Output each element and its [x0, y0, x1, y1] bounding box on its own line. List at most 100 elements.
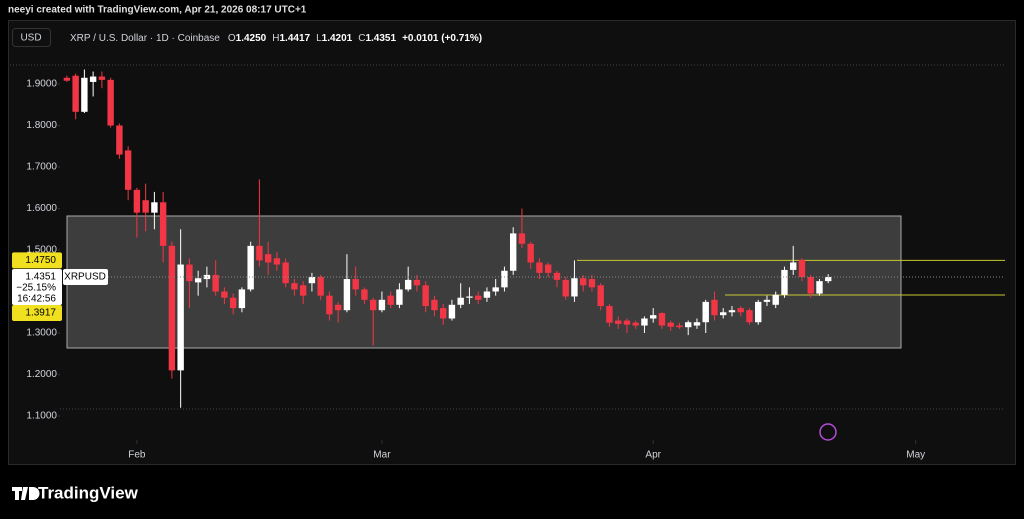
candle-body — [221, 291, 228, 298]
candle-body — [667, 322, 674, 327]
currency: USD — [20, 33, 41, 44]
candle-body — [334, 304, 342, 311]
candle-body — [483, 291, 491, 298]
countdown: 16:42:56 — [17, 294, 56, 305]
candle-body — [89, 76, 97, 82]
candle-body — [641, 318, 648, 326]
candle-body — [317, 276, 324, 296]
candle-body — [685, 322, 692, 328]
candle-body — [343, 279, 351, 311]
candle-body — [562, 279, 569, 297]
candle-body — [676, 325, 683, 328]
candle-body — [299, 285, 307, 296]
candle-body — [518, 233, 526, 244]
candle-body — [623, 320, 631, 325]
x-tick-label: Feb — [128, 450, 146, 461]
candle-body — [474, 295, 482, 300]
candle-body — [404, 279, 412, 290]
candle-body — [194, 278, 202, 283]
candle-body — [439, 308, 447, 319]
currency-box — [12, 28, 51, 47]
candle-body — [711, 299, 718, 316]
candle-body — [772, 294, 779, 305]
change: +0.0101 (+0.71%) — [402, 33, 482, 44]
level-tag: 1.3917 — [25, 308, 56, 319]
y-tick-label: 1.2000 — [26, 369, 57, 380]
candle-body — [606, 306, 613, 323]
x-tick-label: Mar — [373, 450, 391, 461]
candle-body — [448, 304, 456, 319]
candle-body — [142, 200, 149, 213]
candle-body — [728, 310, 736, 313]
candle-body — [168, 245, 176, 371]
candle-body — [361, 289, 368, 300]
candle-body — [308, 276, 316, 284]
candle-body — [422, 285, 429, 307]
candle-body — [72, 75, 79, 112]
x-tick-label: May — [906, 450, 925, 461]
candle-body — [151, 202, 158, 213]
candle-body — [282, 262, 289, 284]
candle-body — [781, 269, 788, 295]
candle-body — [737, 308, 744, 313]
candle-body — [807, 276, 814, 294]
candle-body — [369, 299, 377, 311]
candle-body — [597, 285, 604, 307]
candle-body — [816, 281, 823, 294]
candle-body — [755, 301, 762, 323]
candle-body — [553, 272, 561, 280]
candle-body — [501, 270, 508, 288]
ohlc-label: O — [228, 33, 236, 44]
credit: neeyi created with TradingView.com, Apr … — [8, 5, 307, 16]
plot: 1.10001.20001.30001.40001.50001.60001.70… — [10, 64, 1005, 461]
brand: TradingView — [38, 483, 139, 502]
y-tick-label: 1.8000 — [26, 120, 57, 131]
candle-body — [177, 264, 184, 371]
legend-text: XRP / U.S. Dollar · 1D · Coinbase O1.4250… — [70, 33, 482, 44]
candle-body — [98, 76, 106, 80]
candle-body — [632, 322, 639, 326]
price-tag: 1.4351 — [25, 272, 56, 283]
price-change: −25.15% — [16, 283, 56, 294]
candle-body — [238, 289, 246, 309]
candle-body — [658, 313, 666, 326]
logo-mark — [12, 487, 40, 500]
candle-body — [466, 296, 473, 298]
candle-body — [536, 262, 543, 273]
level-tag: 1.4750 — [25, 255, 56, 266]
ohlc-label: C — [358, 33, 365, 44]
candle-body — [571, 278, 578, 297]
candle-body — [203, 274, 211, 280]
symbol-tag-bg — [63, 268, 108, 285]
candle-body — [264, 254, 272, 263]
symbol: XRP / U.S. Dollar · 1D · Coinbase — [70, 33, 220, 44]
candle-body — [387, 295, 394, 305]
candle-body — [650, 315, 657, 319]
candle-body — [798, 259, 806, 277]
level-tag-bg — [12, 252, 62, 269]
y-tick-label: 1.1000 — [26, 411, 57, 422]
candle-body — [291, 283, 298, 290]
candle-body — [615, 320, 622, 324]
y-tick-label: 1.6000 — [26, 203, 57, 214]
ohlc-value: 1.4201 — [322, 33, 353, 44]
candle-body — [413, 279, 421, 286]
candle-body — [702, 301, 709, 323]
candle-body — [746, 310, 753, 323]
candle-body — [326, 295, 333, 315]
candle-body — [229, 297, 237, 309]
candle-body — [159, 202, 167, 246]
candle-body — [212, 274, 219, 292]
candle-body — [63, 77, 71, 81]
candle-body — [133, 189, 141, 213]
price-tag-bg — [12, 268, 62, 305]
icon — [819, 423, 837, 441]
candle-body — [431, 299, 438, 311]
range-box — [66, 215, 902, 349]
candle-body — [492, 287, 499, 292]
candle-body — [457, 297, 464, 305]
candle-body — [527, 243, 534, 263]
x-tick-label: Apr — [645, 450, 661, 461]
ohlc-value: 1.4417 — [279, 33, 310, 44]
logo: TradingView — [12, 483, 139, 502]
